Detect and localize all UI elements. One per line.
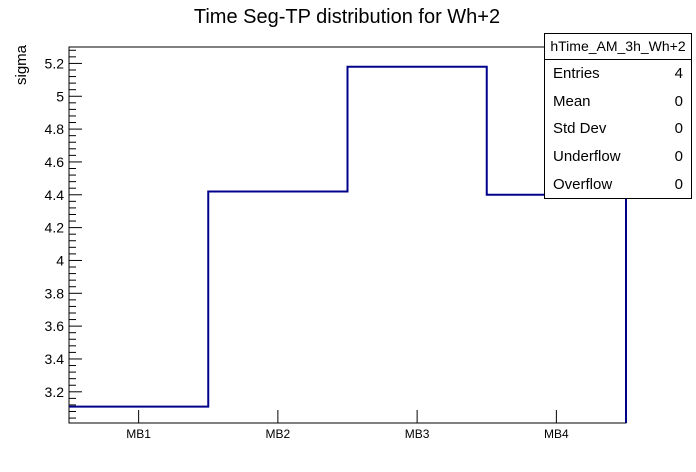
y-axis: 3.2 3.4 3.6 3.8 4 4.2 4.4 4.6 4.8 5 5.2 [45, 49, 82, 419]
stats-row-label: Overflow [553, 175, 613, 193]
y-tick-label: 5.2 [45, 55, 65, 71]
y-axis-title: sigma [13, 44, 30, 85]
y-tick-label: 4.2 [45, 220, 65, 236]
stats-row: Entries 4 [545, 60, 691, 88]
histogram-step-line [69, 65, 627, 423]
stats-row-value: 0 [674, 120, 683, 138]
y-tick-label: 4.6 [45, 154, 65, 170]
x-tick-label: MB2 [266, 427, 291, 441]
y-tick-label: 3.8 [45, 285, 65, 301]
y-tick-label: 3.4 [45, 351, 65, 367]
y-tick-label: 4.4 [45, 187, 65, 203]
x-tick-label: MB4 [544, 427, 569, 441]
y-tick-label: 3.2 [45, 384, 65, 400]
y-tick-label: 5 [56, 88, 64, 104]
y-tick-label: 4.8 [45, 121, 65, 137]
stats-row-label: Entries [553, 65, 600, 83]
stats-row-value: 0 [674, 92, 683, 110]
x-tick-label: MB3 [405, 427, 430, 441]
stats-row-label: Underflow [553, 148, 621, 166]
y-tick-label: 4 [56, 252, 64, 268]
stats-row-value: 0 [674, 148, 683, 166]
stats-row-value: 0 [674, 175, 683, 193]
stats-row: Underflow 0 [545, 143, 691, 171]
chart-title: Time Seg-TP distribution for Wh+2 [194, 6, 500, 28]
stats-row-label: Mean [553, 92, 591, 110]
y-tick-label: 3.6 [45, 318, 65, 334]
stats-box-rows: Entries 4 Mean 0 Std Dev 0 Underflow 0 O… [545, 60, 691, 198]
stats-row: Std Dev 0 [545, 115, 691, 143]
stats-row: Overflow 0 [545, 170, 691, 198]
stats-row: Mean 0 [545, 88, 691, 116]
stats-row-value: 4 [674, 65, 683, 83]
stats-box: hTime_AM_3h_Wh+2 Entries 4 Mean 0 Std De… [544, 33, 692, 199]
stats-row-label: Std Dev [553, 120, 607, 138]
stats-box-title: hTime_AM_3h_Wh+2 [545, 34, 691, 60]
x-tick-label: MB1 [126, 427, 151, 441]
x-axis: MB1 MB2 MB3 MB4 [126, 410, 569, 441]
